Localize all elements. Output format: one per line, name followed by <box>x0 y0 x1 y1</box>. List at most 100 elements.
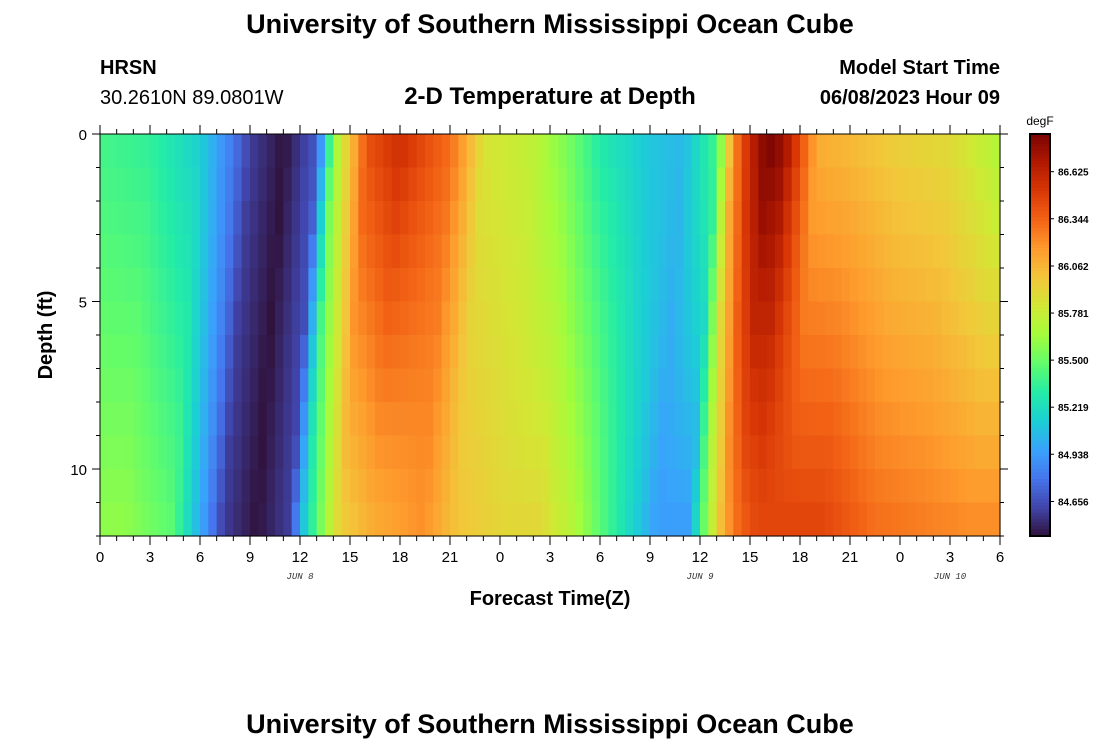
colorbar-label: 84.656 <box>1058 497 1089 508</box>
heatmap-cell <box>308 335 318 370</box>
heatmap-cell <box>358 335 368 370</box>
heatmap-cell <box>416 469 426 504</box>
colorbar-swatch <box>1030 499 1050 504</box>
heatmap-cell <box>883 502 893 537</box>
page-title: University of Southern Mississippi Ocean… <box>246 9 854 39</box>
heatmap-cell <box>716 435 726 470</box>
heatmap-cell <box>650 402 659 437</box>
heatmap-cell <box>783 469 793 504</box>
colorbar-label: 86.625 <box>1058 168 1089 179</box>
heatmap-cell <box>691 435 701 470</box>
heatmap-cell <box>941 402 951 437</box>
heatmap-cell <box>408 402 418 437</box>
heatmap-cell <box>641 167 651 202</box>
heatmap-cell <box>666 134 676 169</box>
heatmap-cell <box>925 435 934 470</box>
x-tick-label: 6 <box>196 549 204 566</box>
station-coordinates: 30.2610N 89.0801W <box>100 87 284 109</box>
heatmap-cell <box>466 469 476 504</box>
heatmap-cell <box>633 134 643 169</box>
heatmap-cell <box>541 201 551 236</box>
heatmap-cell <box>300 268 309 303</box>
heatmap-cell <box>750 167 759 202</box>
heatmap-cell <box>450 469 459 504</box>
colorbar-swatch <box>1030 512 1050 517</box>
heatmap-cell <box>516 335 526 370</box>
heatmap-cell <box>450 167 459 202</box>
heatmap-cell <box>775 368 784 403</box>
heatmap-cell <box>383 134 393 169</box>
heatmap-cell <box>441 268 451 303</box>
heatmap-cell <box>883 368 893 403</box>
heatmap-cell <box>125 502 134 537</box>
heatmap-cell <box>566 268 576 303</box>
colorbar-swatch <box>1030 532 1050 537</box>
heatmap-cell <box>400 268 409 303</box>
x-tick-label: 6 <box>596 549 604 566</box>
heatmap-cell <box>566 234 576 269</box>
colorbar-swatch <box>1030 314 1050 319</box>
heatmap-cell <box>541 469 551 504</box>
heatmap-cell <box>666 201 676 236</box>
heatmap-cell <box>466 134 476 169</box>
heatmap-cell <box>425 234 434 269</box>
heatmap-cell <box>183 502 193 537</box>
heatmap-cell <box>591 502 601 537</box>
heatmap-cell <box>483 268 493 303</box>
heatmap-cell <box>850 435 859 470</box>
heatmap-cell <box>725 368 734 403</box>
colorbar-swatch <box>1030 241 1050 246</box>
heatmap-cell <box>350 134 359 169</box>
heatmap-cell <box>791 502 801 537</box>
heatmap-cell <box>550 469 559 504</box>
heatmap-cell <box>625 368 634 403</box>
heatmap-cell <box>650 201 659 236</box>
heatmap-cell <box>333 201 343 236</box>
date-label: JUN 8 <box>286 572 314 582</box>
colorbar-swatch <box>1030 227 1050 232</box>
heatmap-cell <box>350 167 359 202</box>
heatmap-cell <box>975 134 984 169</box>
heatmap-cell <box>558 167 568 202</box>
heatmap-cell <box>625 268 634 303</box>
heatmap-cell <box>808 301 818 336</box>
heatmap-cell <box>633 268 643 303</box>
heatmap-cell <box>925 502 934 537</box>
heatmap-cell <box>308 469 318 504</box>
heatmap-cell <box>200 301 209 336</box>
colorbar-swatch <box>1030 378 1050 383</box>
heatmap-cell <box>383 167 393 202</box>
heatmap-cell <box>191 234 201 269</box>
heatmap-cell <box>175 134 184 169</box>
heatmap-cell <box>425 268 434 303</box>
heatmap-cell <box>650 167 659 202</box>
heatmap-cell <box>691 268 701 303</box>
heatmap-cell <box>525 368 534 403</box>
heatmap-cell <box>750 301 759 336</box>
heatmap-cell <box>500 402 509 437</box>
heatmap-cell <box>408 134 418 169</box>
heatmap-cell <box>341 234 351 269</box>
heatmap-cell <box>416 201 426 236</box>
heatmap-cell <box>141 469 151 504</box>
heatmap-cell <box>500 234 509 269</box>
heatmap-cell <box>150 435 159 470</box>
colorbar-swatch <box>1030 402 1050 406</box>
heatmap-cell <box>716 201 726 236</box>
heatmap-cell <box>233 268 243 303</box>
y-tick-label: 0 <box>79 127 87 144</box>
heatmap-cell <box>833 469 843 504</box>
heatmap-cell <box>233 201 243 236</box>
heatmap-cell <box>400 335 409 370</box>
heatmap-cell <box>866 167 876 202</box>
heatmap-cell <box>791 301 801 336</box>
heatmap-cell <box>525 134 534 169</box>
heatmap-cell <box>133 234 143 269</box>
heatmap-cell <box>125 167 134 202</box>
heatmap-cell <box>350 335 359 370</box>
heatmap-cell <box>941 469 951 504</box>
heatmap-cell <box>766 134 776 169</box>
heatmap-cell <box>991 435 1001 470</box>
heatmap-cell <box>575 435 584 470</box>
heatmap-cell <box>491 201 501 236</box>
